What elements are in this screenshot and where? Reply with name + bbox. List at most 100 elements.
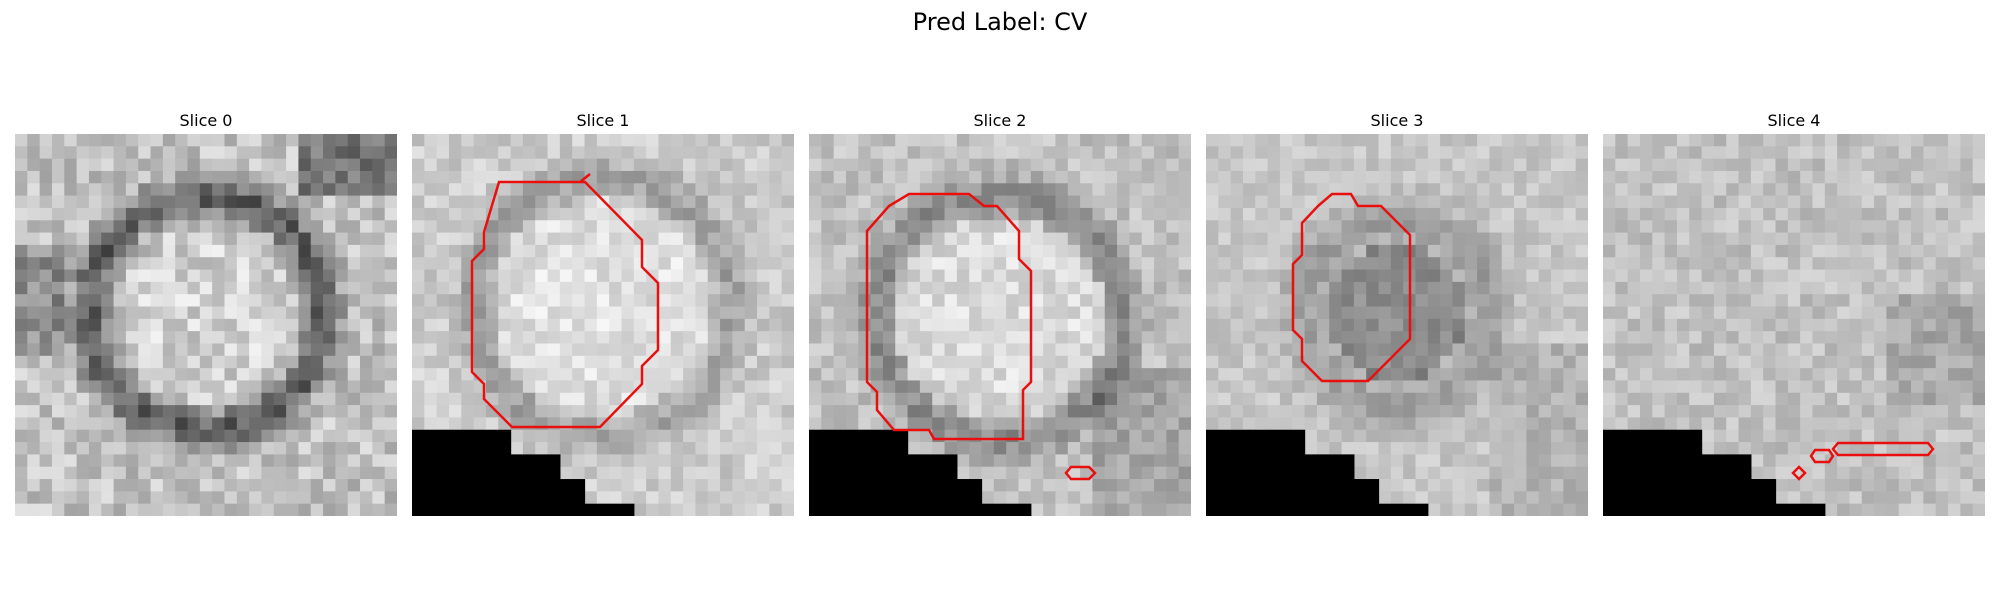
pixel <box>870 158 884 172</box>
pixel <box>769 146 783 160</box>
pixel <box>27 318 41 332</box>
pixel <box>1141 294 1155 308</box>
pixel <box>485 331 499 345</box>
pixel <box>1501 207 1515 221</box>
pixel <box>372 220 386 234</box>
pixel <box>51 417 65 431</box>
pixel <box>1366 244 1380 258</box>
pixel <box>1018 146 1032 160</box>
pixel <box>125 491 139 505</box>
black-mask <box>1206 429 1306 516</box>
pixel <box>1206 195 1219 209</box>
pixel <box>412 331 425 345</box>
pixel <box>1178 220 1191 234</box>
pixel <box>932 380 946 394</box>
pixel <box>384 405 397 419</box>
pixel <box>1750 134 1764 147</box>
pixel <box>1639 380 1653 394</box>
pixel <box>1837 318 1851 332</box>
pixel <box>658 405 672 419</box>
pixel <box>1551 368 1564 382</box>
pixel <box>757 207 770 221</box>
pixel <box>1849 392 1863 406</box>
pixel <box>323 355 336 369</box>
pixel <box>1923 331 1937 345</box>
pixel <box>1874 306 1888 320</box>
pixel <box>1861 503 1875 516</box>
pixel <box>1092 257 1106 271</box>
pixel <box>39 343 53 357</box>
pixel <box>273 170 287 184</box>
pixel <box>1923 183 1937 197</box>
pixel <box>27 343 41 357</box>
pixel <box>1255 207 1269 221</box>
pixel <box>720 429 733 443</box>
pixel <box>101 207 115 221</box>
pixel <box>981 405 995 419</box>
pixel <box>845 183 859 197</box>
pixel <box>1242 417 1256 431</box>
pixel <box>1775 306 1789 320</box>
pixel <box>150 417 164 431</box>
pixel <box>707 355 721 369</box>
pixel <box>236 183 250 197</box>
pixel <box>1043 479 1057 492</box>
pixel <box>101 170 115 184</box>
pixel <box>1080 195 1094 209</box>
pixel <box>1935 281 1949 295</box>
pixel <box>1018 343 1032 357</box>
pixel <box>609 442 623 455</box>
pixel <box>833 331 847 345</box>
pixel <box>720 207 733 221</box>
pixel <box>596 491 610 505</box>
pixel <box>1279 417 1293 431</box>
pixel <box>907 158 921 172</box>
pixel <box>1242 183 1256 197</box>
pixel <box>436 269 450 283</box>
pixel <box>1166 429 1180 443</box>
pixel <box>1018 158 1032 172</box>
pixel <box>310 257 324 271</box>
pixel <box>1178 294 1191 308</box>
pixel <box>1427 503 1441 516</box>
pixel <box>310 195 324 209</box>
pixel <box>1230 343 1244 357</box>
pixel <box>1267 146 1281 160</box>
pixel <box>1440 158 1454 172</box>
pixel <box>1440 294 1454 308</box>
pixel <box>335 392 349 406</box>
pixel <box>1292 170 1306 184</box>
pixel <box>323 183 336 197</box>
pixel <box>1464 220 1478 234</box>
pixel <box>1923 232 1937 246</box>
pixel <box>919 195 933 209</box>
pixel <box>286 158 300 172</box>
pixel <box>572 355 586 369</box>
pixel <box>1092 405 1106 419</box>
pixel <box>1526 158 1540 172</box>
pixel <box>199 479 213 492</box>
pixel <box>609 343 623 357</box>
pixel <box>845 170 859 184</box>
pixel <box>833 207 847 221</box>
pixel <box>1117 392 1130 406</box>
pixel <box>101 232 115 246</box>
pixel <box>1242 158 1256 172</box>
pixel <box>1104 306 1118 320</box>
pixel <box>1178 442 1191 455</box>
pixel <box>1935 257 1949 271</box>
pixel <box>1341 331 1355 345</box>
pixel <box>1464 306 1478 320</box>
pixel <box>821 207 835 221</box>
pixel <box>212 368 226 382</box>
pixel <box>732 183 746 197</box>
pixel <box>720 491 733 505</box>
pixel <box>1279 207 1293 221</box>
pixel <box>1464 207 1478 221</box>
pixel <box>907 195 921 209</box>
pixel <box>1440 331 1454 345</box>
pixel <box>335 355 349 369</box>
pixel <box>646 195 660 209</box>
pixel <box>1403 429 1417 443</box>
pixel <box>1452 195 1466 209</box>
